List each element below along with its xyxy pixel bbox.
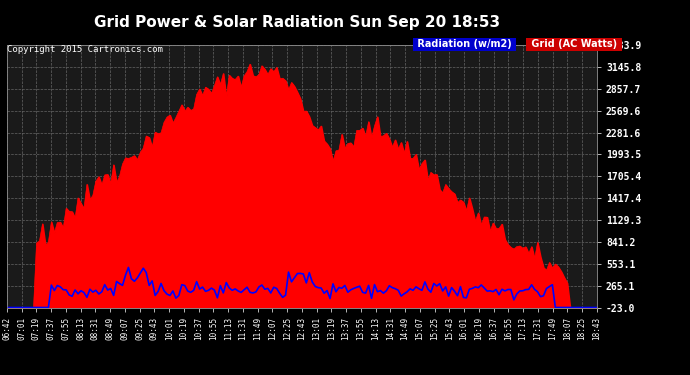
Text: Grid (AC Watts): Grid (AC Watts) <box>528 39 620 50</box>
Text: Grid Power & Solar Radiation Sun Sep 20 18:53: Grid Power & Solar Radiation Sun Sep 20 … <box>94 15 500 30</box>
Text: Radiation (w/m2): Radiation (w/m2) <box>414 39 515 50</box>
Text: Copyright 2015 Cartronics.com: Copyright 2015 Cartronics.com <box>7 45 163 54</box>
